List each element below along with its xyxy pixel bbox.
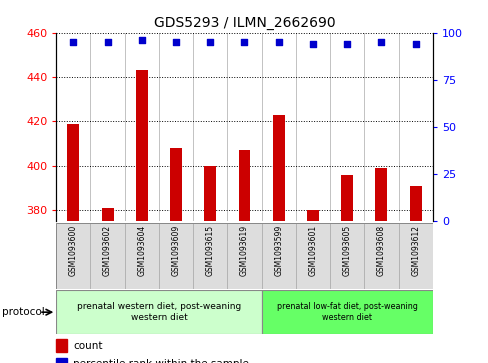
Text: count: count bbox=[73, 341, 102, 351]
Bar bbox=[409, 186, 421, 221]
Bar bbox=[67, 124, 79, 221]
Bar bbox=[341, 175, 352, 221]
Bar bbox=[193, 223, 227, 289]
Text: GSM1093601: GSM1093601 bbox=[308, 225, 317, 276]
Bar bbox=[136, 70, 147, 221]
Bar bbox=[90, 223, 124, 289]
Bar bbox=[56, 358, 67, 363]
Text: GSM1093609: GSM1093609 bbox=[171, 225, 180, 277]
Bar bbox=[261, 290, 432, 334]
Point bbox=[206, 39, 214, 45]
Text: GSM1093612: GSM1093612 bbox=[410, 225, 419, 276]
Bar bbox=[56, 290, 261, 334]
Text: GSM1093619: GSM1093619 bbox=[240, 225, 248, 276]
Point bbox=[308, 41, 316, 47]
Bar bbox=[295, 223, 329, 289]
Text: prenatal low-fat diet, post-weaning
western diet: prenatal low-fat diet, post-weaning west… bbox=[276, 302, 417, 322]
Point bbox=[411, 41, 419, 47]
Text: GSM1093599: GSM1093599 bbox=[274, 225, 283, 277]
Point bbox=[103, 39, 111, 45]
Bar bbox=[124, 223, 159, 289]
Bar bbox=[261, 223, 295, 289]
Point bbox=[274, 39, 282, 45]
Text: GSM1093602: GSM1093602 bbox=[103, 225, 112, 276]
Bar bbox=[102, 208, 113, 221]
Point bbox=[138, 37, 145, 43]
Bar bbox=[204, 166, 216, 221]
Bar bbox=[56, 223, 90, 289]
Bar bbox=[238, 150, 250, 221]
Text: GSM1093600: GSM1093600 bbox=[69, 225, 78, 277]
Text: GSM1093608: GSM1093608 bbox=[376, 225, 385, 276]
Bar bbox=[227, 223, 261, 289]
Point bbox=[69, 39, 77, 45]
Text: GSM1093605: GSM1093605 bbox=[342, 225, 351, 277]
Text: prenatal western diet, post-weaning
western diet: prenatal western diet, post-weaning west… bbox=[77, 302, 241, 322]
Bar bbox=[306, 210, 318, 221]
Text: GSM1093604: GSM1093604 bbox=[137, 225, 146, 277]
Bar bbox=[56, 339, 67, 352]
Point bbox=[377, 39, 385, 45]
Point bbox=[343, 41, 350, 47]
Bar bbox=[375, 168, 386, 221]
Point bbox=[172, 39, 180, 45]
Bar bbox=[329, 223, 364, 289]
Text: GSM1093615: GSM1093615 bbox=[205, 225, 214, 276]
Bar bbox=[272, 115, 284, 221]
Title: GDS5293 / ILMN_2662690: GDS5293 / ILMN_2662690 bbox=[153, 16, 335, 30]
Point bbox=[240, 39, 248, 45]
Bar bbox=[364, 223, 398, 289]
Text: percentile rank within the sample: percentile rank within the sample bbox=[73, 359, 249, 363]
Text: protocol: protocol bbox=[2, 307, 45, 317]
Bar bbox=[398, 223, 432, 289]
Bar bbox=[159, 223, 193, 289]
Bar bbox=[170, 148, 182, 221]
